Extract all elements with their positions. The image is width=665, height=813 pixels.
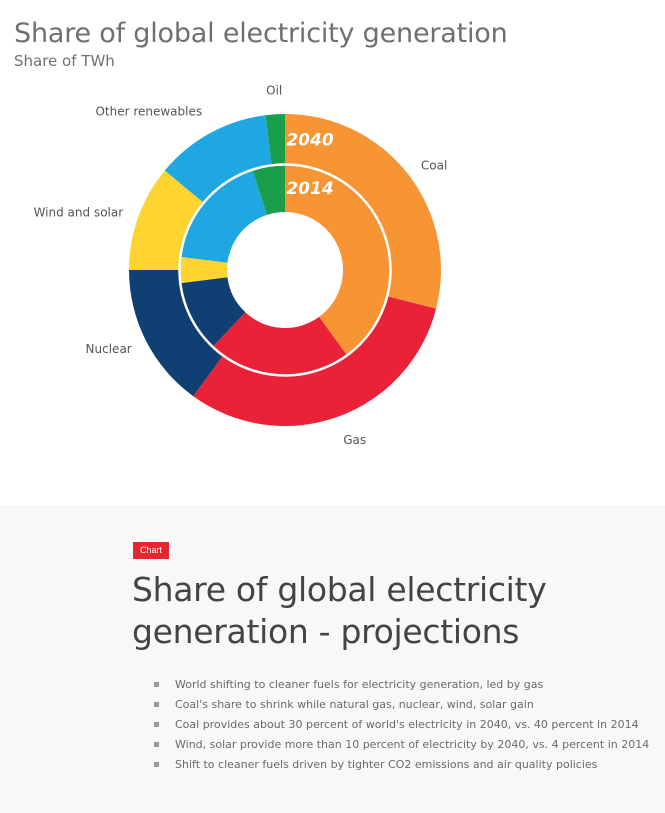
chart-badge: Chart xyxy=(133,542,170,559)
article-section: Chart Share of global electricity genera… xyxy=(0,505,665,813)
bullet-item: Coal provides about 30 percent of world'… xyxy=(153,715,649,735)
bullet-square-icon xyxy=(154,762,159,767)
bullet-item: Wind, solar provide more than 10 percent… xyxy=(153,735,649,755)
chart-subtitle: Share of TWh xyxy=(14,52,115,70)
ring-year-label-2014: 2014 xyxy=(286,179,333,199)
category-label-wind-and-solar: Wind and solar xyxy=(34,206,124,220)
chart-title: Share of global electricity generation xyxy=(14,18,508,49)
nested-donut-chart: 2040 2014 Coal Gas Nuclear Wind and solar Othe… xyxy=(34,83,448,447)
slice-2040-gas xyxy=(193,296,437,427)
article-headline: Share of global electricity generation -… xyxy=(132,570,547,651)
bullet-list: World shifting to cleaner fuels for elec… xyxy=(153,675,649,775)
bullet-square-icon xyxy=(154,722,159,727)
chart-panel: Share of global electricity generation S… xyxy=(14,18,508,447)
category-label-gas: Gas xyxy=(343,433,366,447)
bullet-text: World shifting to cleaner fuels for elec… xyxy=(175,678,544,691)
slice-2040-other-renewables xyxy=(164,115,272,204)
slice-2014-other-renewables xyxy=(179,169,268,263)
category-label-coal: Coal xyxy=(421,159,447,173)
slice-2040-nuclear xyxy=(129,270,224,397)
ring-separator xyxy=(178,163,392,377)
slice-2040-oil xyxy=(265,114,285,166)
bullet-item: Coal's share to shrink while natural gas… xyxy=(153,695,649,715)
slice-2014-nuclear xyxy=(179,277,246,348)
slice-2040-coal xyxy=(285,114,441,309)
slice-2014-gas xyxy=(212,312,348,376)
ring-year-label-2040: 2040 xyxy=(286,131,333,151)
category-label-other-renewables: Other renewables xyxy=(95,104,202,118)
category-label-oil: Oil xyxy=(266,83,282,97)
bullet-item: World shifting to cleaner fuels for elec… xyxy=(153,675,649,695)
slice-2014-coal xyxy=(285,164,391,356)
slice-2014-wind-and-solar xyxy=(179,256,228,284)
bullet-item: Shift to cleaner fuels driven by tighter… xyxy=(153,755,649,775)
bullet-text: Wind, solar provide more than 10 percent… xyxy=(175,738,650,751)
bullet-text: Coal's share to shrink while natural gas… xyxy=(175,698,534,711)
category-label-nuclear: Nuclear xyxy=(86,342,132,356)
bullet-square-icon xyxy=(154,742,159,747)
bullet-text: Coal provides about 30 percent of world'… xyxy=(175,718,639,731)
bullet-square-icon xyxy=(154,702,159,707)
slice-2014-oil xyxy=(252,164,285,215)
bullet-text: Shift to cleaner fuels driven by tighter… xyxy=(175,758,598,771)
bullet-square-icon xyxy=(154,682,159,687)
slice-2040-wind-and-solar xyxy=(129,170,205,270)
